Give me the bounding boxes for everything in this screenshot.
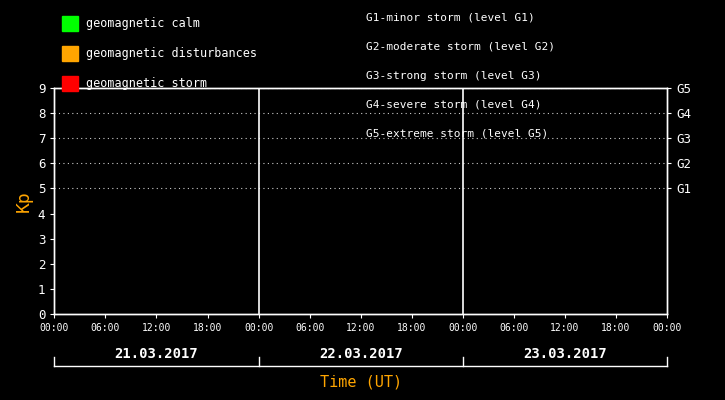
Text: geomagnetic calm: geomagnetic calm (86, 17, 200, 30)
Text: geomagnetic disturbances: geomagnetic disturbances (86, 47, 257, 60)
Text: Time (UT): Time (UT) (320, 374, 402, 390)
Text: G3-strong storm (level G3): G3-strong storm (level G3) (366, 70, 542, 81)
Text: geomagnetic storm: geomagnetic storm (86, 77, 207, 90)
Text: 22.03.2017: 22.03.2017 (319, 347, 402, 361)
Text: 21.03.2017: 21.03.2017 (115, 347, 199, 361)
Text: G2-moderate storm (level G2): G2-moderate storm (level G2) (366, 42, 555, 52)
Text: G1-minor storm (level G1): G1-minor storm (level G1) (366, 13, 535, 23)
Y-axis label: Kp: Kp (14, 190, 33, 212)
Text: 23.03.2017: 23.03.2017 (523, 347, 607, 361)
Text: G4-severe storm (level G4): G4-severe storm (level G4) (366, 99, 542, 109)
Text: G5-extreme storm (level G5): G5-extreme storm (level G5) (366, 128, 548, 138)
